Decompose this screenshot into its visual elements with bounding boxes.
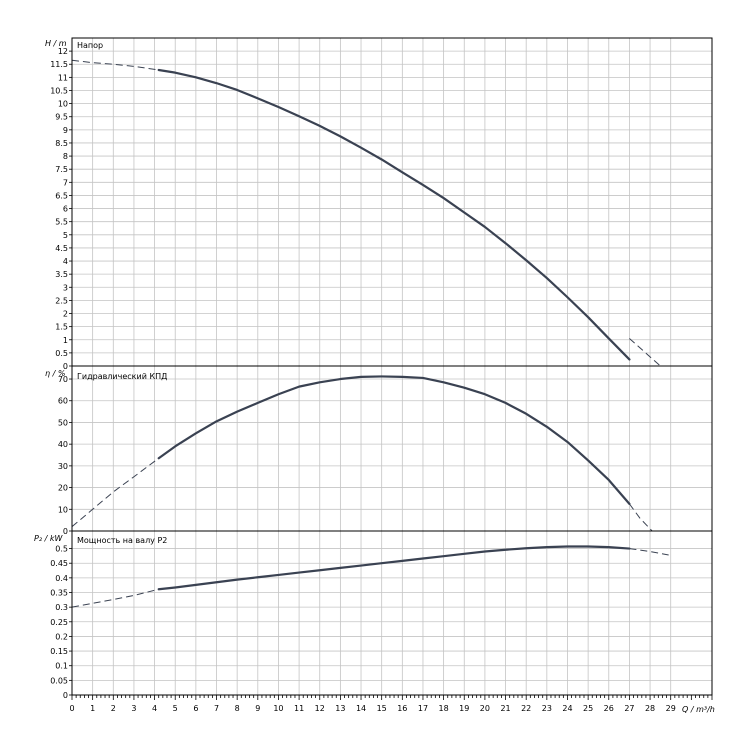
head-ytick-label-13: 6.5 [55,191,68,200]
x-tick-label-28: 28 [645,704,655,713]
efficiency-panel-title: Гидравлический КПД [77,372,167,381]
efficiency-ytick-label-7: 70 [58,375,68,384]
head-ytick-label-14: 7 [63,178,68,187]
efficiency-axis-title: η / % [45,369,65,378]
grid-layer [72,38,712,695]
x-tick-label-3: 3 [131,704,136,713]
power-curve-solid-0 [157,545,631,591]
x-tick-label-19: 19 [459,704,469,713]
x-tick-label-12: 12 [315,704,325,713]
head-axis-title: H / m [45,39,67,48]
x-tick-label-14: 14 [356,704,366,713]
efficiency-panel-frame [71,365,713,532]
efficiency-ytick-label-6: 60 [58,397,68,406]
x-tick-label-10: 10 [273,704,283,713]
efficiency-ytick-label-3: 30 [58,462,68,471]
x-tick-label-26: 26 [604,704,614,713]
x-tick-label-18: 18 [439,704,449,713]
power-ytick-label-10: 0.5 [55,545,68,554]
head-ytick-label-23: 11.5 [50,60,68,69]
head-ytick-label-24: 12 [58,47,68,56]
head-ytick-label-0: 0 [63,362,68,371]
x-tick-label-23: 23 [542,704,552,713]
head-curve-dashed-2 [629,338,661,367]
head-ytick-label-22: 11 [58,73,68,82]
head-ytick-label-2: 1 [63,336,68,345]
head-ytick-label-19: 9.5 [55,113,68,122]
efficiency-curve-dashed-2 [629,503,653,532]
x-tick-label-8: 8 [235,704,240,713]
x-tick-label-6: 6 [193,704,198,713]
efficiency-ytick-label-4: 40 [58,440,68,449]
head-ytick-label-17: 8.5 [55,139,68,148]
power-ytick-label-1: 0.05 [50,676,68,685]
power-ytick-label-9: 0.45 [50,559,68,568]
x-tick-label-9: 9 [255,704,260,713]
x-tick-label-0: 0 [69,704,74,713]
x-tick-label-4: 4 [152,704,157,713]
x-tick-label-29: 29 [666,704,676,713]
head-curve-solid-0 [157,68,631,361]
efficiency-ytick-label-0: 0 [63,527,68,536]
power-ytick-label-7: 0.35 [50,589,68,598]
efficiency-ytick-label-5: 50 [58,418,68,427]
x-tick-label-2: 2 [111,704,116,713]
frame-layer [69,37,713,700]
efficiency-ytick-label-1: 10 [58,505,68,514]
x-tick-label-17: 17 [418,704,428,713]
x-tick-label-22: 22 [521,704,531,713]
power-ytick-label-6: 0.3 [55,603,68,612]
head-ytick-label-21: 10.5 [50,86,68,95]
head-ytick-label-9: 4.5 [55,244,68,253]
power-ytick-label-0: 0 [63,691,68,700]
x-tick-label-27: 27 [624,704,634,713]
efficiency-curve-dashed-1 [71,457,160,528]
power-ytick-label-8: 0.4 [55,574,68,583]
head-ytick-label-15: 7.5 [55,165,68,174]
power-curve-dashed-2 [629,548,669,556]
head-ytick-label-4: 2 [63,310,68,319]
x-tick-label-5: 5 [173,704,178,713]
x-axis-title: Q / m³/h [682,705,715,714]
x-tick-label-15: 15 [377,704,387,713]
curve-layer [71,59,669,608]
head-ytick-label-18: 9 [63,126,68,135]
head-ytick-label-3: 1.5 [55,323,68,332]
head-ytick-label-11: 5.5 [55,218,68,227]
x-tick-label-11: 11 [294,704,304,713]
efficiency-curve-solid-0 [157,375,631,505]
x-tick-label-7: 7 [214,704,219,713]
head-ytick-label-10: 5 [63,231,68,240]
head-curve-dashed-1 [71,59,159,71]
head-ytick-label-16: 8 [63,152,68,161]
power-ytick-label-4: 0.2 [55,632,68,641]
efficiency-ytick-label-2: 20 [58,484,68,493]
x-tick-label-21: 21 [500,704,510,713]
head-ytick-label-1: 0.5 [55,349,68,358]
label-layer: 00.511.522.533.544.555.566.577.588.599.5… [50,47,676,713]
power-panel-title: Мощность на валу P2 [77,536,167,545]
head-ytick-label-6: 3 [63,283,68,292]
head-ytick-label-5: 2.5 [55,296,68,305]
head-panel-title: Напор [77,41,103,50]
power-curve-dashed-1 [71,588,159,608]
head-ytick-label-20: 10 [58,100,68,109]
x-tick-label-16: 16 [397,704,407,713]
head-panel-frame [71,37,713,367]
x-tick-label-20: 20 [480,704,490,713]
head-ytick-label-12: 6 [63,205,68,214]
head-ytick-label-7: 3.5 [55,270,68,279]
x-tick-label-13: 13 [335,704,345,713]
x-tick-label-25: 25 [583,704,593,713]
x-tick-label-1: 1 [90,704,95,713]
power-ytick-label-2: 0.1 [55,662,68,671]
power-panel-frame [71,530,713,696]
head-ytick-label-8: 4 [63,257,68,266]
power-ytick-label-3: 0.15 [50,647,68,656]
power-axis-title: P₂ / kW [34,534,63,543]
power-ytick-label-5: 0.25 [50,618,68,627]
x-tick-label-24: 24 [562,704,572,713]
